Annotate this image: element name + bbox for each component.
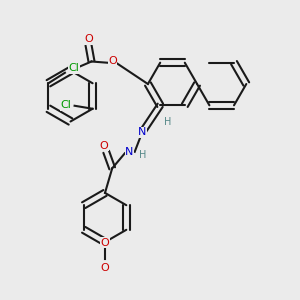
Text: O: O — [100, 263, 109, 273]
Text: O: O — [99, 141, 108, 151]
Text: O: O — [100, 238, 109, 248]
Text: O: O — [84, 34, 93, 44]
Text: O: O — [108, 56, 117, 67]
Text: H: H — [164, 117, 171, 127]
Text: H: H — [139, 150, 146, 160]
Text: N: N — [138, 127, 146, 137]
Text: Cl: Cl — [68, 63, 80, 73]
Text: Cl: Cl — [60, 100, 71, 110]
Text: N: N — [125, 147, 134, 157]
